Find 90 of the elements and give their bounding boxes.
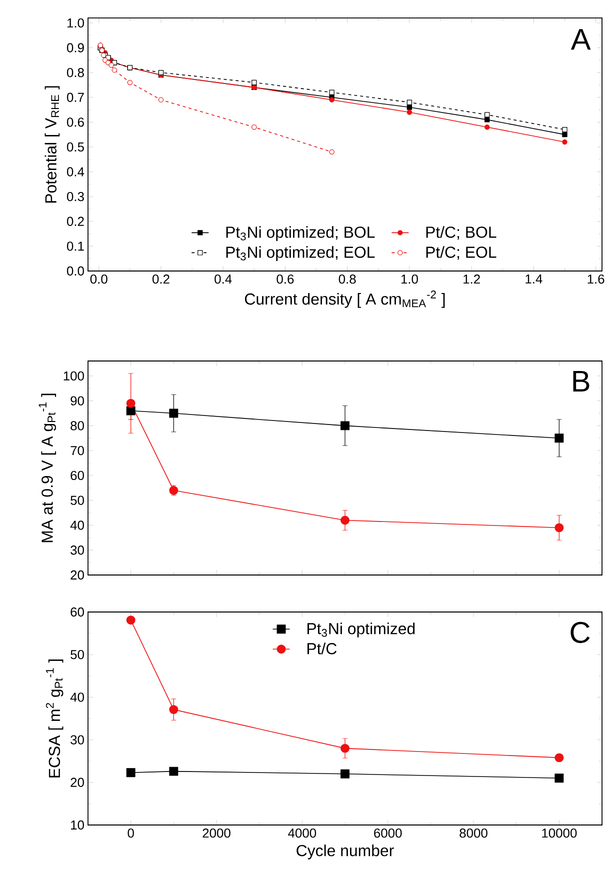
y-tick-label: 20 [70,778,84,787]
point [112,67,117,73]
annotation: C [570,622,590,644]
y-tick-label: 70 [70,446,84,456]
y-axis-title: ECSA [ m$^{2}$ g$_{Pt}$$^{-1}$ ] [46,659,64,778]
y-tick-label: 0.4 [66,167,84,176]
point [406,110,412,115]
point [329,97,334,102]
x-tick-label: 0.4 [214,274,232,284]
x-tick-label: 1.2 [464,274,480,284]
point [169,705,178,714]
point [484,117,490,122]
y-tick-label: 10 [71,820,84,830]
point [340,744,350,753]
point [169,766,178,776]
y-tick-label: 0.6 [66,118,84,127]
y-tick-label: 0.9 [66,43,84,52]
x-tick-label: 10000 [542,828,577,838]
y-tick-label: 50 [70,650,84,660]
y-tick-label: 40 [70,520,84,530]
point [340,516,350,525]
y-tick-label: 90 [70,396,84,406]
y-tick-label: 60 [70,470,84,480]
point [126,768,136,778]
annotation: A [570,29,591,50]
point [158,97,164,102]
y-tick-label: 30 [70,735,84,744]
point [340,769,350,778]
x-tick-label: 0 [128,828,134,838]
y-tick-label: 0.5 [66,142,84,152]
legend-label: Pt$_{3}$Ni optimized; EOL [226,246,375,262]
point [406,104,412,110]
point [329,149,334,155]
point [554,434,564,443]
y-tick-label: 0.2 [66,216,84,226]
x-tick-label: 1.6 [588,274,604,284]
y-tick-label: 100 [64,371,84,381]
y-tick-label: 1.0 [67,18,84,28]
x-tick-label: 4000 [288,828,316,838]
point [554,774,564,783]
point [340,421,350,430]
y-tick-label: 0.0 [66,266,84,276]
legend-label: Pt$_{3}$Ni optimized [307,622,415,638]
point [126,616,136,625]
point [169,486,178,495]
x-tick-label: 0.2 [152,274,170,284]
x-axis-title: Current density [ A cm$_{MEA}$$^{-2}$ ] [244,290,445,308]
x-axis-title: Cycle number [296,844,394,860]
point [126,398,136,408]
point [562,127,568,132]
point [158,70,164,76]
x-tick-label: 0.6 [276,274,294,284]
legend-label: Pt/C [307,642,337,654]
x-tick-label: 1.0 [401,274,418,284]
x-tick-label: 2000 [202,828,230,838]
y-tick-label: 0.8 [66,68,84,78]
x-tick-label: 0.8 [338,274,356,284]
point [252,124,257,130]
y-tick-label: 80 [70,421,84,430]
y-tick-label: 0.3 [66,192,84,202]
y-tick-label: 30 [70,546,84,555]
x-tick-label: 0.0 [90,274,108,284]
point [169,408,178,418]
point [127,80,133,86]
x-tick-label: 6000 [374,828,402,838]
y-tick-label: 0.1 [66,242,84,251]
point [562,132,568,138]
point [484,112,490,118]
annotation: B [573,370,590,392]
point [126,406,136,416]
point [554,753,564,762]
legend-label: Pt$_{3}$Ni optimized; BOL [226,226,375,242]
legend-label: Pt/C; BOL [426,226,496,240]
y-axis-title: Potential [ V$_{RHE}$ ] [44,86,60,203]
point [554,523,564,532]
point [329,90,334,95]
y-tick-label: 0.7 [66,92,84,102]
point [484,124,490,130]
x-tick-label: 8000 [460,828,488,838]
point [108,62,114,68]
y-tick-label: 60 [70,607,84,617]
x-tick-label: 1.4 [526,274,542,284]
y-tick-label: 20 [70,570,84,580]
legend-label: Pt/C; EOL [426,246,496,260]
point [406,100,412,105]
point [562,139,568,145]
y-tick-label: 50 [70,496,84,505]
point [252,80,257,86]
y-axis-title: MA at 0.9 V [ A g$_{Pt}$$^{-1}$ ] [38,394,56,542]
y-tick-label: 40 [70,692,84,702]
